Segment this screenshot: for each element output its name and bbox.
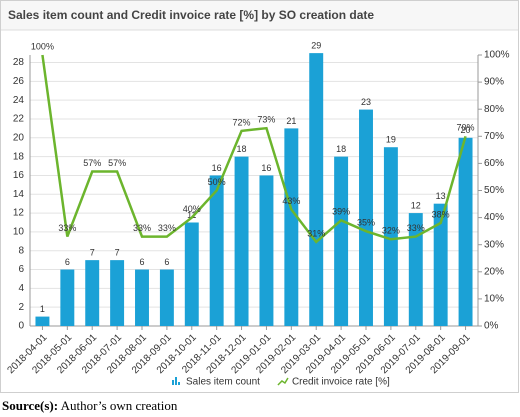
legend-label: Sales item count bbox=[186, 377, 260, 388]
bar bbox=[159, 269, 174, 326]
y-tick-label: 24 bbox=[13, 95, 25, 106]
line-value-label: 31% bbox=[307, 228, 325, 238]
line-value-label: 43% bbox=[282, 196, 300, 206]
bar bbox=[110, 260, 125, 326]
bar-value-label: 18 bbox=[237, 144, 247, 154]
y2-tick-label: 80% bbox=[484, 104, 504, 115]
bar bbox=[359, 109, 373, 326]
bar bbox=[60, 269, 75, 326]
bar-value-label: 7 bbox=[90, 248, 95, 258]
line-value-label: 33% bbox=[407, 223, 425, 233]
bar-value-label: 21 bbox=[286, 116, 296, 126]
line-value-label: 33% bbox=[133, 223, 151, 233]
caption: Source(s): Author’s own creation bbox=[2, 398, 178, 413]
bar bbox=[259, 175, 274, 326]
caption-text: Author’s own creation bbox=[61, 398, 178, 413]
bar bbox=[135, 269, 149, 326]
line-value-label: 57% bbox=[83, 158, 101, 168]
bar bbox=[85, 260, 100, 326]
bar bbox=[209, 175, 224, 326]
bar bbox=[309, 53, 324, 327]
line-value-label: 72% bbox=[233, 117, 251, 127]
y-tick-label: 14 bbox=[13, 189, 25, 200]
y-tick-label: 12 bbox=[13, 208, 25, 219]
bar-value-label: 1 bbox=[40, 304, 45, 314]
bar-value-label: 19 bbox=[386, 135, 396, 145]
y-tick-label: 6 bbox=[18, 264, 24, 275]
bar bbox=[184, 222, 199, 326]
y2-tick-label: 10% bbox=[484, 294, 504, 305]
bar bbox=[408, 213, 423, 326]
y-tick-label: 16 bbox=[13, 170, 25, 181]
y2-tick-label: 100% bbox=[484, 50, 510, 61]
line-value-label: 39% bbox=[332, 207, 350, 217]
y-tick-label: 8 bbox=[18, 245, 24, 256]
chart-title: Sales item count and Credit invoice rate… bbox=[8, 8, 374, 22]
legend-icon bbox=[172, 380, 174, 385]
line-value-label: 35% bbox=[357, 218, 375, 228]
line-value-label: 33% bbox=[58, 223, 76, 233]
y-tick-label: 0 bbox=[18, 321, 24, 332]
y-tick-label: 20 bbox=[13, 132, 25, 143]
y-tick-label: 2 bbox=[18, 302, 24, 313]
bar bbox=[35, 316, 50, 326]
y2-tick-label: 40% bbox=[484, 212, 504, 223]
y-tick-label: 18 bbox=[13, 151, 25, 162]
line-value-label: 33% bbox=[158, 223, 176, 233]
title-bar bbox=[1, 1, 518, 30]
legend-icon bbox=[277, 377, 289, 386]
y-tick-label: 10 bbox=[13, 227, 25, 238]
bar-value-label: 7 bbox=[115, 248, 120, 258]
y2-tick-label: 50% bbox=[484, 185, 504, 196]
bar-value-label: 16 bbox=[212, 163, 222, 173]
bar-value-label: 12 bbox=[411, 200, 421, 210]
y-tick-label: 22 bbox=[13, 114, 25, 125]
legend-icon bbox=[175, 377, 177, 385]
line-value-label: 32% bbox=[382, 226, 400, 236]
bar bbox=[334, 156, 349, 326]
y-tick-label: 4 bbox=[18, 283, 24, 294]
bar-value-label: 13 bbox=[436, 191, 446, 201]
y2-tick-label: 60% bbox=[484, 158, 504, 169]
bar-value-label: 18 bbox=[336, 144, 346, 154]
bar bbox=[234, 156, 249, 326]
bar-value-label: 6 bbox=[164, 257, 169, 267]
bar-value-label: 16 bbox=[261, 163, 271, 173]
y2-tick-label: 70% bbox=[484, 131, 504, 142]
line-value-label: 50% bbox=[208, 177, 226, 187]
line-value-label: 57% bbox=[108, 158, 126, 168]
bar-value-label: 20 bbox=[461, 125, 471, 135]
caption-label: Source(s): bbox=[2, 398, 58, 413]
line-value-label: 40% bbox=[183, 204, 201, 214]
y-tick-label: 26 bbox=[13, 76, 25, 87]
line-value-label: 73% bbox=[257, 115, 275, 125]
bar-value-label: 23 bbox=[361, 97, 371, 107]
bar-value-label: 6 bbox=[65, 257, 70, 267]
y2-tick-label: 0% bbox=[484, 321, 499, 332]
y-tick-label: 28 bbox=[13, 57, 25, 68]
bar bbox=[458, 137, 473, 326]
legend-icon bbox=[178, 382, 180, 385]
bar-value-label: 29 bbox=[311, 40, 321, 50]
y2-tick-label: 90% bbox=[484, 77, 504, 88]
bar bbox=[433, 203, 448, 326]
legend-label: Credit invoice rate [%] bbox=[292, 377, 390, 388]
y2-tick-label: 20% bbox=[484, 266, 504, 277]
line-value-label: 70% bbox=[457, 123, 475, 133]
bar bbox=[383, 147, 398, 326]
bar-value-label: 6 bbox=[139, 257, 144, 267]
line bbox=[41, 54, 467, 244]
y2-tick-label: 30% bbox=[484, 239, 504, 250]
line-value-label: 100% bbox=[31, 41, 54, 51]
bar bbox=[284, 128, 299, 326]
bar-value-label: 11 bbox=[187, 210, 196, 220]
line-value-label: 38% bbox=[432, 209, 450, 219]
